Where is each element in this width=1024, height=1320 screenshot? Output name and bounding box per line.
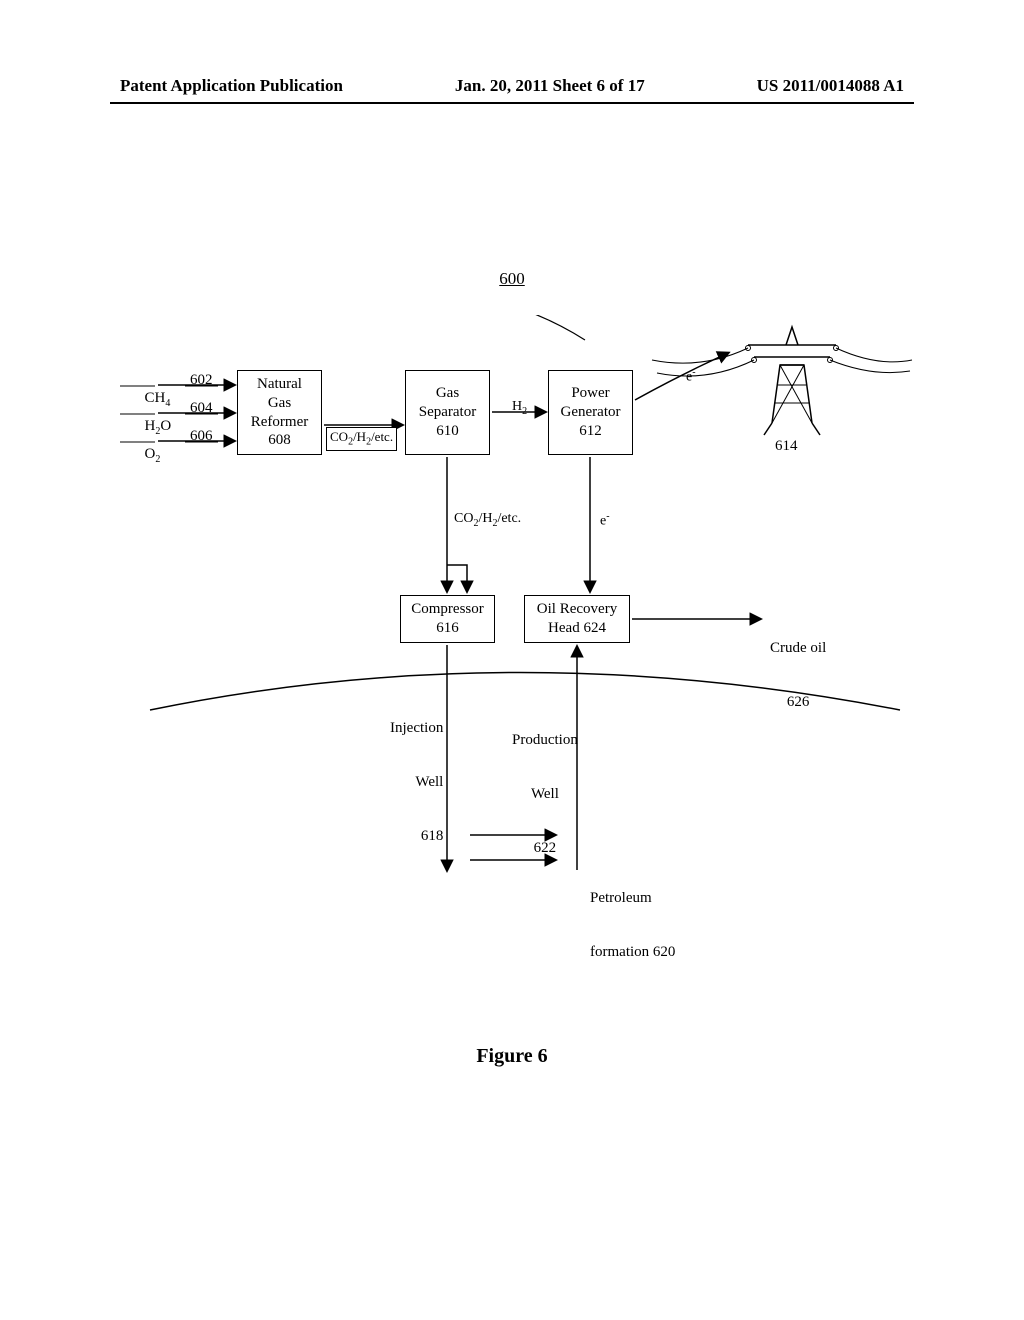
- flow-sep-gen: H2: [512, 399, 527, 418]
- separator-box: Gas Separator 610: [405, 370, 490, 455]
- separator-ref: 610: [436, 422, 459, 441]
- header-rule: [110, 102, 914, 104]
- petro-l2: formation: [590, 944, 649, 960]
- petro-l1: Petroleum: [590, 889, 675, 907]
- prod-l2: Well: [512, 785, 578, 803]
- compressor-ref: 616: [436, 619, 459, 638]
- input-o2-label: O2: [122, 427, 160, 484]
- recovery-l2: Head: [548, 620, 580, 636]
- page-header: Patent Application Publication Jan. 20, …: [0, 76, 1024, 96]
- crude-l1: Crude oil: [770, 639, 826, 657]
- compressor-l1: Compressor: [411, 600, 484, 619]
- recovery-l1: Oil Recovery: [537, 600, 617, 619]
- compressor-box: Compressor 616: [400, 595, 495, 643]
- reformer-ref: 608: [268, 431, 291, 450]
- input-h2o-ref: 604: [190, 399, 213, 417]
- separator-l2: Separator: [419, 403, 476, 422]
- petro-ref: 620: [653, 944, 676, 960]
- input-o2-ref: 606: [190, 427, 213, 445]
- reformer-l1: Natural: [257, 375, 302, 394]
- header-left: Patent Application Publication: [120, 76, 343, 96]
- generator-ref: 612: [579, 422, 602, 441]
- header-right: US 2011/0014088 A1: [757, 76, 904, 96]
- flow-gen-recovery: e-: [600, 511, 610, 530]
- production-well-label: Production Well 622: [512, 695, 578, 893]
- input-ch4-ref: 602: [190, 371, 213, 389]
- generator-l1: Power: [571, 384, 609, 403]
- crude-ref: 626: [770, 693, 826, 711]
- reformer-box: Natural Gas Reformer 608: [237, 370, 322, 455]
- diagram: CH4 602 H2O 604 O2 606 Natural Gas Refor…: [110, 315, 920, 955]
- reformer-l2: Gas: [268, 394, 291, 413]
- o2-sub: 2: [155, 454, 160, 465]
- flow-gen-tower: e-: [686, 367, 696, 386]
- inj-ref: 618: [390, 827, 443, 845]
- recovery-ref: 624: [583, 620, 606, 636]
- header-center: Jan. 20, 2011 Sheet 6 of 17: [455, 76, 645, 96]
- flow-reformer-sep: CO2/H2/etc.: [326, 427, 397, 451]
- tower-ref: 614: [775, 437, 798, 455]
- crude-oil-label: Crude oil 626: [770, 603, 826, 747]
- inj-l2: Well: [390, 773, 443, 791]
- h2o-o: O: [160, 418, 171, 434]
- generator-l2: Generator: [561, 403, 621, 422]
- generator-box: Power Generator 612: [548, 370, 633, 455]
- inj-l1: Injection: [390, 719, 443, 737]
- page: Patent Application Publication Jan. 20, …: [0, 0, 1024, 1320]
- reformer-l3: Reformer: [251, 413, 308, 432]
- o2-o: O: [145, 446, 156, 462]
- prod-ref: 622: [512, 839, 578, 857]
- recovery-box: Oil Recovery Head 624: [524, 595, 630, 643]
- separator-l1: Gas: [436, 384, 459, 403]
- prod-l1: Production: [512, 731, 578, 749]
- petroleum-formation-label: Petroleum formation 620: [590, 853, 675, 997]
- figure-caption: Figure 6: [0, 1045, 1024, 1068]
- figure-number: 600: [0, 269, 1024, 289]
- flow-sep-down: CO2/H2/etc.: [454, 511, 521, 530]
- injection-well-label: Injection Well 618: [390, 683, 443, 881]
